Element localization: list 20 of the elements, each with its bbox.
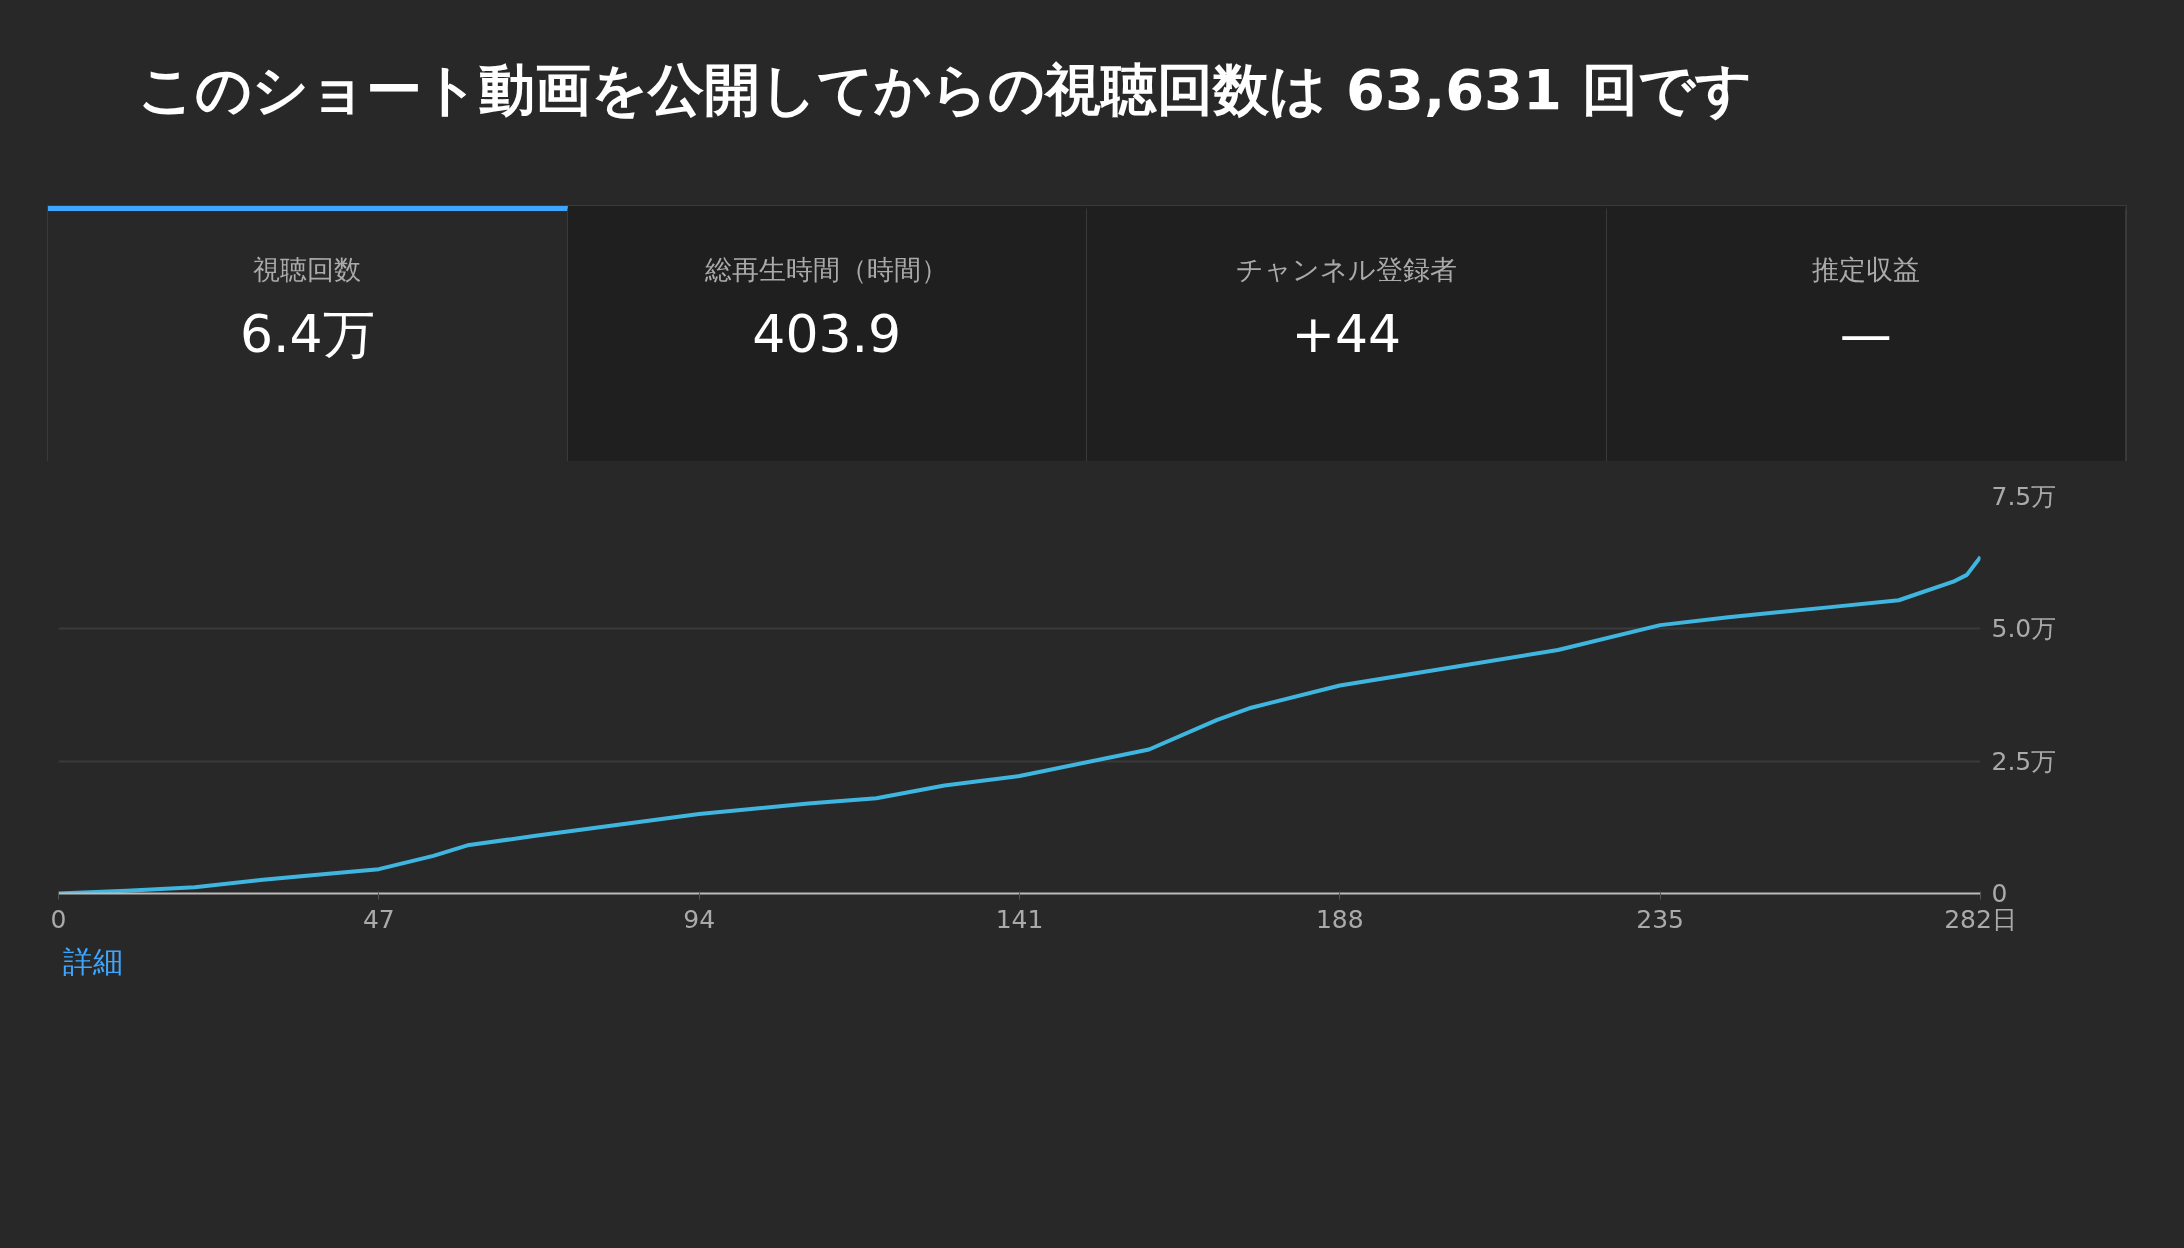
x-tick-label: 94 <box>683 904 716 934</box>
x-tick-label: 188 <box>1315 904 1364 934</box>
text: 403.9 <box>751 303 903 367</box>
y-tick-label: 5.0万 <box>1991 613 2057 643</box>
text: 6.4万 <box>238 303 376 367</box>
y-tick-label: 7.5万 <box>1991 481 2057 511</box>
text: 推定収益 <box>1810 252 1921 287</box>
y-tick-label: 2.5万 <box>1991 746 2057 776</box>
text: 詳細 <box>63 942 123 981</box>
text: — <box>1838 303 1893 367</box>
text: チャンネル登録者 <box>1234 252 1458 287</box>
text: 視聴回数 <box>252 252 363 287</box>
x-tick-label: 0 <box>50 904 67 934</box>
x-tick-label: 47 <box>362 904 395 934</box>
text: このショート動画を公開してからの視聴回数は 63,631 回です <box>137 56 1753 124</box>
x-tick-label: 235 <box>1636 904 1685 934</box>
x-tick-label: 141 <box>995 904 1044 934</box>
text: 総再生時間（時間） <box>704 252 950 287</box>
line-series <box>58 554 1981 894</box>
text: +44 <box>1290 303 1403 367</box>
